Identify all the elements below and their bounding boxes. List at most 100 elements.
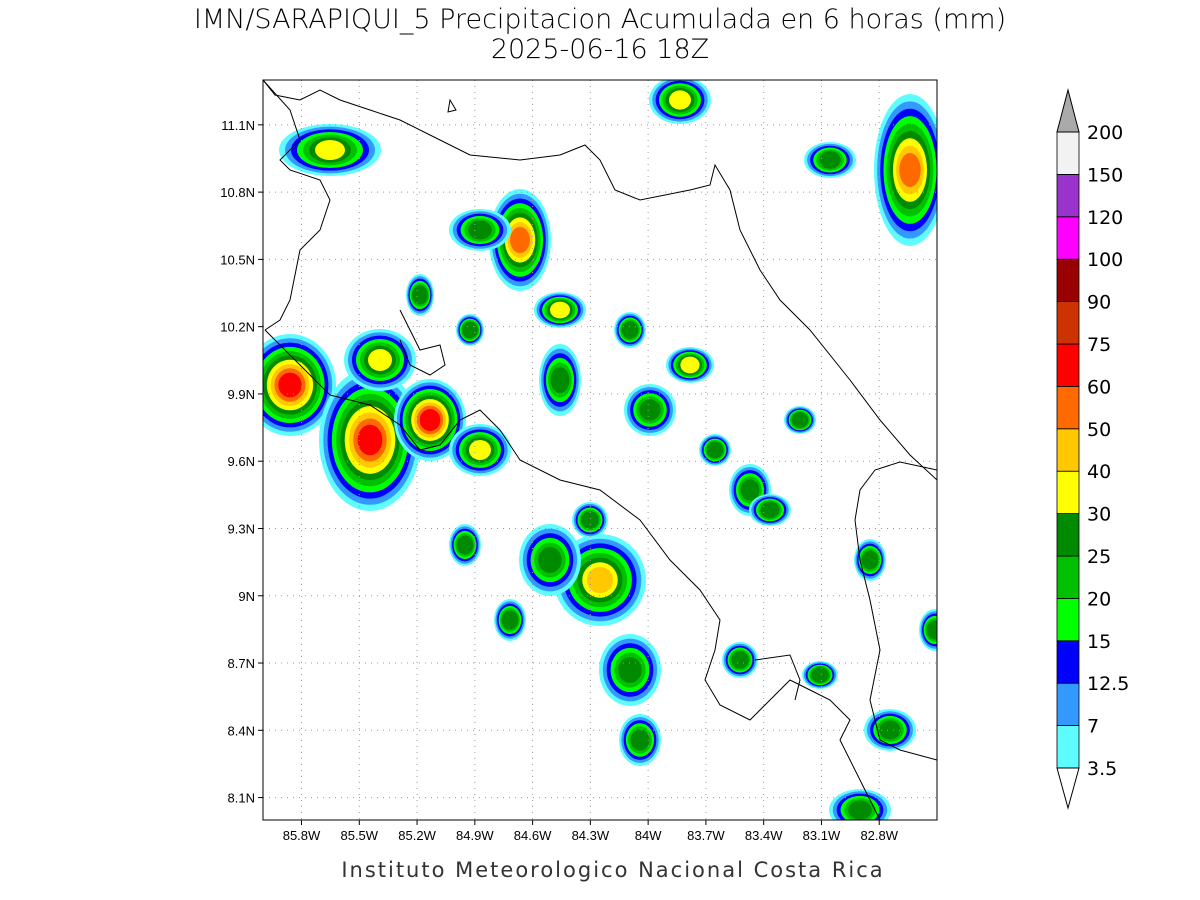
colorbar-label: 25	[1087, 546, 1111, 568]
precip-contour	[819, 151, 841, 169]
coastline	[263, 80, 331, 331]
colorbar-label: 20	[1087, 588, 1111, 610]
precip-contour	[791, 412, 809, 428]
precip-contour	[760, 501, 780, 519]
y-tick-label: 9N	[238, 589, 255, 604]
precip-contour	[315, 140, 345, 160]
colorbar-label: 3.5	[1087, 758, 1117, 780]
chart-title: IMN/SARAPIQUI_5 Precipitacion Acumulada …	[194, 4, 1006, 35]
precip-contour	[639, 399, 661, 421]
precip-contour	[550, 367, 570, 393]
colorbar-segment	[1056, 173, 1080, 218]
colorbar-over	[1056, 88, 1080, 133]
precip-contour	[501, 610, 519, 630]
colorbar-segment	[1056, 301, 1080, 345]
y-tick-label: 8.4N	[228, 723, 255, 738]
coastline	[754, 654, 801, 701]
precip-contour	[586, 566, 614, 594]
precip-contour	[899, 152, 921, 188]
colorbar-label: 90	[1087, 292, 1111, 314]
x-tick-label: 83.1W	[803, 828, 841, 843]
border	[854, 461, 937, 761]
x-tick-label: 83.4W	[745, 828, 783, 843]
colorbar-label: 30	[1087, 504, 1111, 526]
y-tick-label: 9.3N	[228, 521, 255, 536]
plot-frame	[262, 79, 938, 821]
colorbar-label: 120	[1087, 207, 1123, 229]
footer: Instituto Meteorologico Nacional Costa R…	[341, 858, 884, 882]
chart-subtitle: 2025-06-16 18Z	[491, 34, 709, 65]
precip-contour	[811, 667, 829, 683]
colorbar-segment	[1056, 428, 1080, 472]
precip-contour	[278, 372, 302, 398]
precip-contour	[462, 321, 478, 339]
coastline	[399, 309, 446, 376]
y-tick-label: 9.6N	[228, 454, 255, 469]
x-tick-label: 85.5W	[340, 828, 378, 843]
precip-contour	[368, 349, 392, 371]
precip-contour	[357, 424, 383, 456]
colorbar-label: 60	[1087, 376, 1111, 398]
precip-contour	[550, 301, 570, 319]
colorbar-label: 50	[1087, 419, 1111, 441]
y-tick-label: 10.8N	[220, 185, 255, 200]
colorbar-label: 75	[1087, 334, 1111, 356]
x-tick-label: 85.8W	[283, 828, 321, 843]
colorbar-segment	[1056, 640, 1080, 684]
colorbar-label: 12.5	[1087, 673, 1129, 695]
precip-contour	[926, 620, 937, 640]
x-tick-label: 84.9W	[456, 828, 494, 843]
y-tick-label: 10.2N	[220, 320, 255, 335]
precip-contour	[680, 356, 700, 374]
grid: 85.8W 85.5W 85.2W 84.9W 84.6W 84.3W 84W 83.7W 83…	[220, 80, 937, 843]
x-tick-label: 82.8W	[860, 828, 898, 843]
precip-contour	[848, 800, 872, 820]
precip-contour	[618, 657, 642, 683]
colorbar-segment	[1056, 598, 1080, 642]
precip-contour	[419, 409, 441, 431]
coastline	[263, 80, 937, 481]
colorbar-segment	[1056, 470, 1080, 515]
y-tick-label: 8.1N	[228, 791, 255, 806]
colorbar-segment	[1056, 343, 1080, 387]
precip-contour	[468, 220, 492, 240]
colorbar-label: 200	[1087, 122, 1123, 144]
colorbar-segment	[1056, 725, 1080, 769]
coastlines	[263, 80, 937, 820]
precip-contour	[861, 550, 879, 570]
island	[447, 98, 457, 113]
colorbar-under	[1056, 767, 1080, 810]
precip-contour	[581, 511, 599, 529]
x-tick-label: 83.7W	[687, 828, 725, 843]
precip-contour	[412, 285, 428, 305]
y-tick-label: 9.9N	[228, 387, 255, 402]
coastline	[264, 329, 881, 820]
colorbar: 3.5 7 12.5 15 20 25 30 40 50 60 75 90 100 120 150 200	[1056, 88, 1129, 810]
precip-contour	[669, 90, 691, 110]
colorbar-label: 40	[1087, 461, 1111, 483]
precip-contour	[731, 651, 749, 669]
x-tick-label: 84W	[635, 828, 662, 843]
x-tick-label: 85.2W	[398, 828, 436, 843]
colorbar-segment	[1056, 131, 1080, 175]
precip-contour	[510, 226, 530, 254]
colorbar-segment	[1056, 385, 1080, 430]
precip-contour	[630, 729, 650, 751]
colorbar-segment	[1056, 513, 1080, 557]
precip-contour	[538, 547, 562, 573]
y-tick-label: 10.5N	[220, 252, 255, 267]
precip-contour	[621, 321, 639, 339]
colorbar-label: 15	[1087, 631, 1111, 653]
colorbar-segment	[1056, 216, 1080, 260]
colorbar-segment	[1056, 555, 1080, 599]
x-tick-label: 84.6W	[514, 828, 552, 843]
precip-field	[263, 80, 937, 820]
precip-contour	[879, 720, 901, 740]
colorbar-label: 7	[1087, 716, 1099, 738]
precip-contour	[469, 440, 491, 460]
colorbar-label: 100	[1087, 249, 1123, 271]
colorbar-segment	[1056, 682, 1080, 727]
precip-contour	[740, 479, 760, 501]
precip-contour	[706, 441, 724, 459]
